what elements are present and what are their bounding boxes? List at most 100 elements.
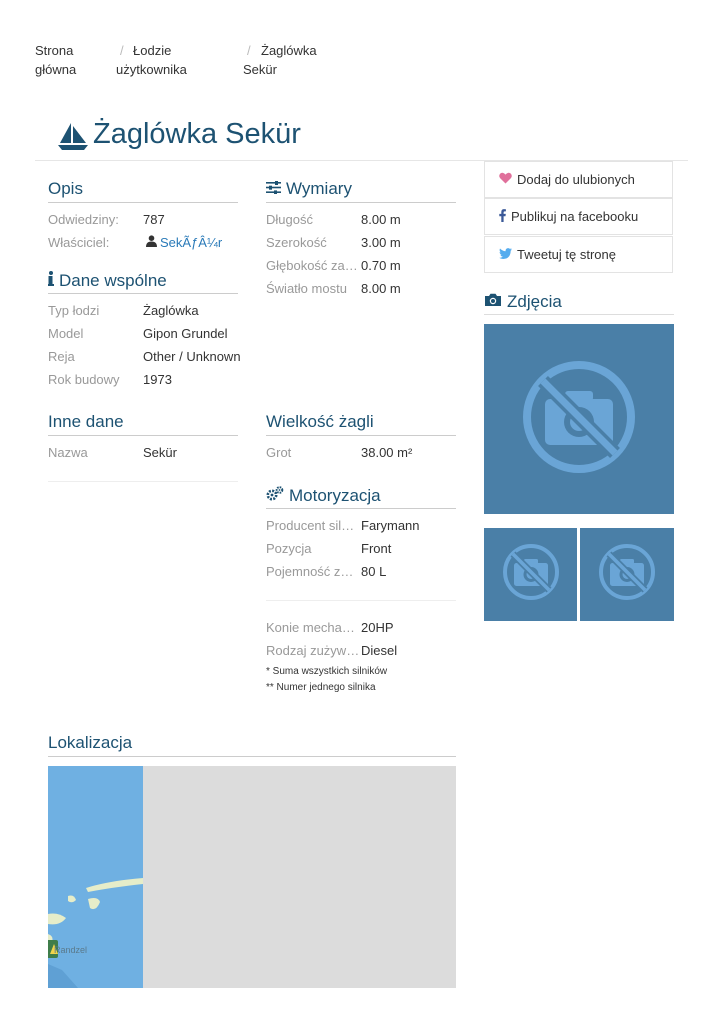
row-label: Nazwa xyxy=(48,445,88,460)
breadcrumb-boats-link[interactable]: Łodzie użytkownika xyxy=(116,41,187,79)
wymiary-heading-text: Wymiary xyxy=(286,179,352,198)
row-label: Reja xyxy=(48,349,75,364)
section-divider xyxy=(266,435,456,436)
no-photo-icon xyxy=(502,543,560,606)
favorite-button[interactable]: Dodaj do ulubionych xyxy=(484,161,673,198)
row-value: 0.70 m xyxy=(361,258,401,273)
row-value: 8.00 m xyxy=(361,212,401,227)
breadcrumb-current-line2: Sekür xyxy=(243,62,277,77)
breadcrumb-current-line1: Żaglówka xyxy=(261,43,317,58)
owner-link[interactable]: SekÃƒÂ¼r xyxy=(146,235,222,251)
row-label: Grot xyxy=(266,445,292,460)
zdjecia-heading-text: Zdjęcia xyxy=(507,292,562,311)
section-divider xyxy=(484,314,674,315)
section-heading-lokalizacja: Lokalizacja xyxy=(48,733,132,753)
title-divider xyxy=(35,160,688,161)
row-label: Szerokość xyxy=(266,235,327,250)
owner-name: SekÃƒÂ¼r xyxy=(160,235,223,250)
section-heading-dane-wspolne: Dane wspólne xyxy=(48,271,167,291)
heart-icon xyxy=(499,172,512,187)
section-divider xyxy=(266,508,456,509)
facebook-button-label: Publikuj na facebooku xyxy=(511,209,639,224)
section-heading-zdjecia: Zdjęcia xyxy=(484,292,562,312)
page-title: Żaglówka Sekür xyxy=(93,118,301,150)
breadcrumb-boats-line2: użytkownika xyxy=(116,62,187,77)
thumbnail-photo[interactable] xyxy=(484,528,577,621)
tweet-button-label: Tweetuj tę stronę xyxy=(517,247,616,262)
row-label: Odwiedziny: xyxy=(48,212,119,227)
row-label: Właściciel: xyxy=(48,235,110,250)
favorite-button-label: Dodaj do ulubionych xyxy=(517,172,635,187)
row-value: 1973 xyxy=(143,372,172,387)
breadcrumb-current: Żaglówka Sekür xyxy=(243,41,317,79)
row-value: Sekür xyxy=(143,445,177,460)
row-label: Typ łodzi xyxy=(48,303,100,318)
breadcrumb-boats-line1: Łodzie xyxy=(133,43,172,58)
no-photo-icon xyxy=(598,543,656,606)
opis-heading-text: Opis xyxy=(48,179,83,198)
breadcrumb-separator: / xyxy=(247,43,251,58)
row-label: Światło mostu xyxy=(266,281,347,296)
row-value: 3.00 m xyxy=(361,235,401,250)
breadcrumb: Strona główna / Łodzie użytkownika / Żag… xyxy=(35,41,365,81)
row-label: Pojemność zbiornika xyxy=(266,564,360,579)
row-value: 38.00 m² xyxy=(361,445,413,460)
row-value: Other / Unknown xyxy=(143,349,241,364)
thumbnail-photo[interactable] xyxy=(580,528,674,621)
user-icon xyxy=(146,235,157,251)
lokalizacja-heading-text: Lokalizacja xyxy=(48,733,133,752)
row-label: Rodzaj zużywanego paliwa xyxy=(266,643,360,658)
cogs-icon xyxy=(266,486,284,506)
map[interactable]: Randzel xyxy=(48,766,456,988)
row-value: Gipon Grundel xyxy=(143,326,228,341)
map-place-label: Randzel xyxy=(54,945,88,955)
row-value: Farymann xyxy=(361,518,420,533)
row-label: Głębokość zanurzenia xyxy=(266,258,359,273)
row-label: Rok budowy xyxy=(48,372,120,387)
section-divider xyxy=(48,756,456,757)
section-end-divider xyxy=(48,481,238,482)
row-value: 20HP xyxy=(361,620,394,635)
camera-icon xyxy=(484,292,502,312)
main-photo[interactable] xyxy=(484,324,674,514)
section-divider xyxy=(266,202,456,203)
info-icon xyxy=(48,271,54,291)
map-marker-icon[interactable] xyxy=(48,940,58,963)
section-heading-motoryzacja: Motoryzacja xyxy=(266,486,381,506)
twitter-icon xyxy=(499,247,512,262)
dane-wspolne-heading-text: Dane wspólne xyxy=(59,271,167,290)
section-divider xyxy=(48,435,238,436)
tweet-button[interactable]: Tweetuj tę stronę xyxy=(484,236,673,273)
engine-divider xyxy=(266,600,456,601)
row-label: Konie mechaniczne xyxy=(266,620,360,635)
map-tile: Randzel xyxy=(48,766,143,988)
breadcrumb-home-line1: Strona xyxy=(35,43,74,58)
no-photo-icon xyxy=(521,359,637,480)
row-value: 787 xyxy=(143,212,165,227)
facebook-share-button[interactable]: Publikuj na facebooku xyxy=(484,198,673,235)
row-label: Długość xyxy=(266,212,313,227)
sliders-icon xyxy=(266,179,281,199)
row-value: Diesel xyxy=(361,643,398,658)
inne-dane-heading-text: Inne dane xyxy=(48,412,124,431)
row-value: 8.00 m xyxy=(361,281,401,296)
row-value: Żaglówka xyxy=(143,303,199,318)
section-heading-wielkosc-zagli: Wielkość żagli xyxy=(266,412,374,432)
footnote: ** Numer jednego silnika xyxy=(266,682,376,693)
wielkosc-zagli-heading-text: Wielkość żagli xyxy=(266,412,374,431)
facebook-icon xyxy=(499,208,506,225)
section-heading-inne-dane: Inne dane xyxy=(48,412,124,432)
row-label: Pozycja xyxy=(266,541,312,556)
row-value: Front xyxy=(361,541,392,556)
section-divider xyxy=(48,202,238,203)
breadcrumb-home-line2: główna xyxy=(35,62,77,77)
row-label: Producent silnika xyxy=(266,518,360,533)
breadcrumb-home-link[interactable]: Strona główna xyxy=(35,41,76,79)
breadcrumb-separator: / xyxy=(120,43,124,58)
row-value: 80 L xyxy=(361,564,387,579)
footnote: * Suma wszystkich silników xyxy=(266,666,388,677)
row-label: Model xyxy=(48,326,84,341)
section-heading-opis: Opis xyxy=(48,179,83,199)
section-divider xyxy=(48,293,238,294)
sailboat-icon xyxy=(57,122,89,155)
